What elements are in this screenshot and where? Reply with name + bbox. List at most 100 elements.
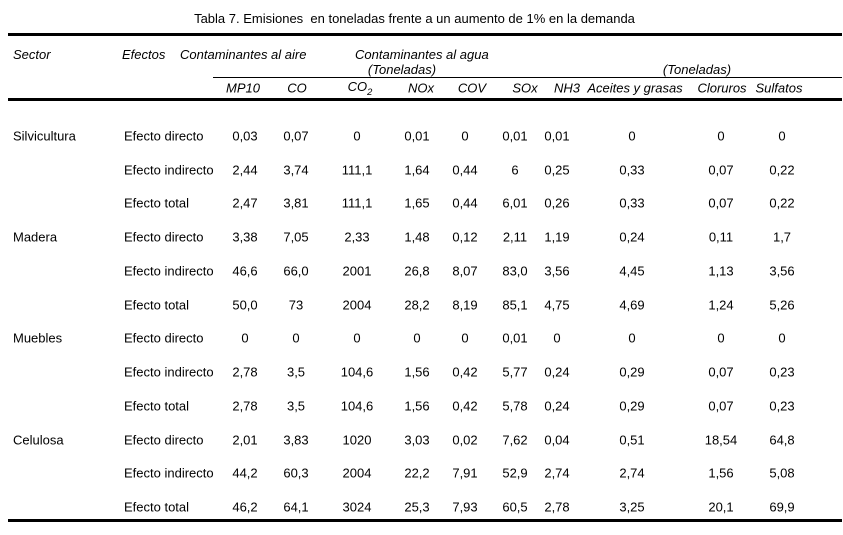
- table-cell: 1,19: [544, 229, 570, 245]
- table-cell: 7,62: [502, 432, 528, 448]
- table-cell: 0: [553, 330, 561, 346]
- col-header-mp10: MP10: [226, 80, 260, 95]
- efecto-label: Efecto indirecto: [124, 162, 214, 178]
- table-cell: 7,05: [283, 229, 309, 245]
- table-cell: 25,3: [404, 499, 430, 515]
- table-cell: 28,2: [404, 297, 430, 313]
- toneladas-label-right: (Toneladas): [662, 62, 732, 77]
- table-cell: 2004: [342, 465, 372, 481]
- table-cell: 64,8: [769, 432, 795, 448]
- sector-label: Celulosa: [13, 432, 64, 448]
- group-header-contaminantes-al-agua: Contaminantes al agua: [355, 47, 489, 62]
- table-cell: 104,6: [340, 364, 374, 380]
- table-cell: 0,51: [619, 432, 645, 448]
- col-header-cov: COV: [457, 80, 487, 95]
- table-cell: 7,93: [452, 499, 478, 515]
- table-cell: 46,6: [232, 263, 258, 279]
- table-cell: 52,9: [502, 465, 528, 481]
- table-cell: 5,78: [502, 398, 528, 414]
- table-cell: 2,78: [232, 364, 258, 380]
- table-cell: 60,3: [283, 465, 309, 481]
- table-cell: 0,26: [544, 195, 570, 211]
- table-cell: 0,07: [708, 162, 734, 178]
- table-cell: 6: [511, 162, 519, 178]
- sector-label: Muebles: [13, 330, 63, 346]
- table-cell: 0,11: [708, 229, 734, 245]
- table-cell: 0,42: [452, 364, 478, 380]
- table-cell: 2,74: [619, 465, 645, 481]
- table-cell: 0,29: [619, 364, 645, 380]
- toneladas-label-left: (Toneladas): [367, 62, 437, 77]
- table-cell: 46,2: [232, 499, 258, 515]
- table-cell: 0: [461, 128, 469, 144]
- table-cell: 1,56: [404, 364, 430, 380]
- table-cell: 2,78: [232, 398, 258, 414]
- table-cell: 1,13: [708, 263, 734, 279]
- efecto-label: Efecto directo: [124, 330, 204, 346]
- table-cell: 104,6: [340, 398, 374, 414]
- table-cell: 0,12: [452, 229, 478, 245]
- efecto-label: Efecto directo: [124, 432, 204, 448]
- table-cell: 0,25: [544, 162, 570, 178]
- table-cell: 0,42: [452, 398, 478, 414]
- table-title: Tabla 7. Emisiones en toneladas frente a…: [194, 11, 635, 26]
- table-cell: 64,1: [283, 499, 309, 515]
- table-cell: 0: [628, 128, 636, 144]
- table-cell: 1,24: [708, 297, 734, 313]
- table-cell: 6,01: [502, 195, 528, 211]
- table-cell: 0,24: [619, 229, 645, 245]
- table-cell: 8,19: [452, 297, 478, 313]
- col-header-sox: SOx: [512, 80, 538, 95]
- table-cell: 2001: [342, 263, 372, 279]
- rule-header-thin: [213, 76, 842, 78]
- efecto-label: Efecto indirecto: [124, 465, 214, 481]
- table-cell: 0,01: [502, 128, 528, 144]
- table-cell: 3,81: [283, 195, 309, 211]
- table-cell: 3,5: [286, 364, 306, 380]
- table-cell: 0,33: [619, 162, 645, 178]
- table-cell: 2,47: [232, 195, 258, 211]
- table-cell: 111,1: [341, 162, 373, 178]
- efecto-label: Efecto total: [124, 499, 190, 515]
- table-cell: 3,38: [232, 229, 258, 245]
- table-cell: 1020: [342, 432, 372, 448]
- col-header-aceites-y-grasas: Aceites y grasas: [587, 80, 683, 95]
- table-cell: 1,56: [404, 398, 430, 414]
- table-cell: 0,22: [769, 162, 795, 178]
- efecto-label: Efecto directo: [124, 128, 204, 144]
- table-cell: 5,26: [769, 297, 795, 313]
- table-cell: 0,02: [452, 432, 478, 448]
- table-cell: 8,07: [452, 263, 478, 279]
- table-cell: 0: [778, 128, 786, 144]
- table-cell: 3,03: [404, 432, 430, 448]
- table-cell: 44,2: [232, 465, 258, 481]
- rule-bottom: [8, 519, 842, 522]
- table-cell: 0,44: [452, 195, 478, 211]
- table-cell: 0,07: [708, 364, 734, 380]
- table-cell: 4,69: [619, 297, 645, 313]
- table-cell: 0: [717, 330, 725, 346]
- table-cell: 0,23: [769, 398, 795, 414]
- table-cell: 1,64: [404, 162, 430, 178]
- col-header-co2: CO2: [347, 78, 373, 97]
- sector-label: Silvicultura: [13, 128, 76, 144]
- table-cell: 69,9: [769, 499, 795, 515]
- table-cell: 2,33: [344, 229, 370, 245]
- table-cell: 0: [353, 330, 361, 346]
- table-cell: 0,24: [544, 398, 570, 414]
- table-cell: 83,0: [502, 263, 528, 279]
- table-cell: 0,23: [769, 364, 795, 380]
- table-cell: 0: [413, 330, 421, 346]
- table-cell: 2,11: [502, 229, 528, 245]
- table-cell: 0: [778, 330, 786, 346]
- table-cell: 3,56: [769, 263, 795, 279]
- col-header-nh3: NH3: [553, 80, 581, 95]
- table-cell: 5,08: [769, 465, 795, 481]
- table-cell: 3,56: [544, 263, 570, 279]
- rule-top: [8, 33, 842, 36]
- table-cell: 2,44: [232, 162, 258, 178]
- table-cell: 0: [353, 128, 361, 144]
- table-cell: 22,2: [404, 465, 430, 481]
- table-cell: 0,03: [232, 128, 258, 144]
